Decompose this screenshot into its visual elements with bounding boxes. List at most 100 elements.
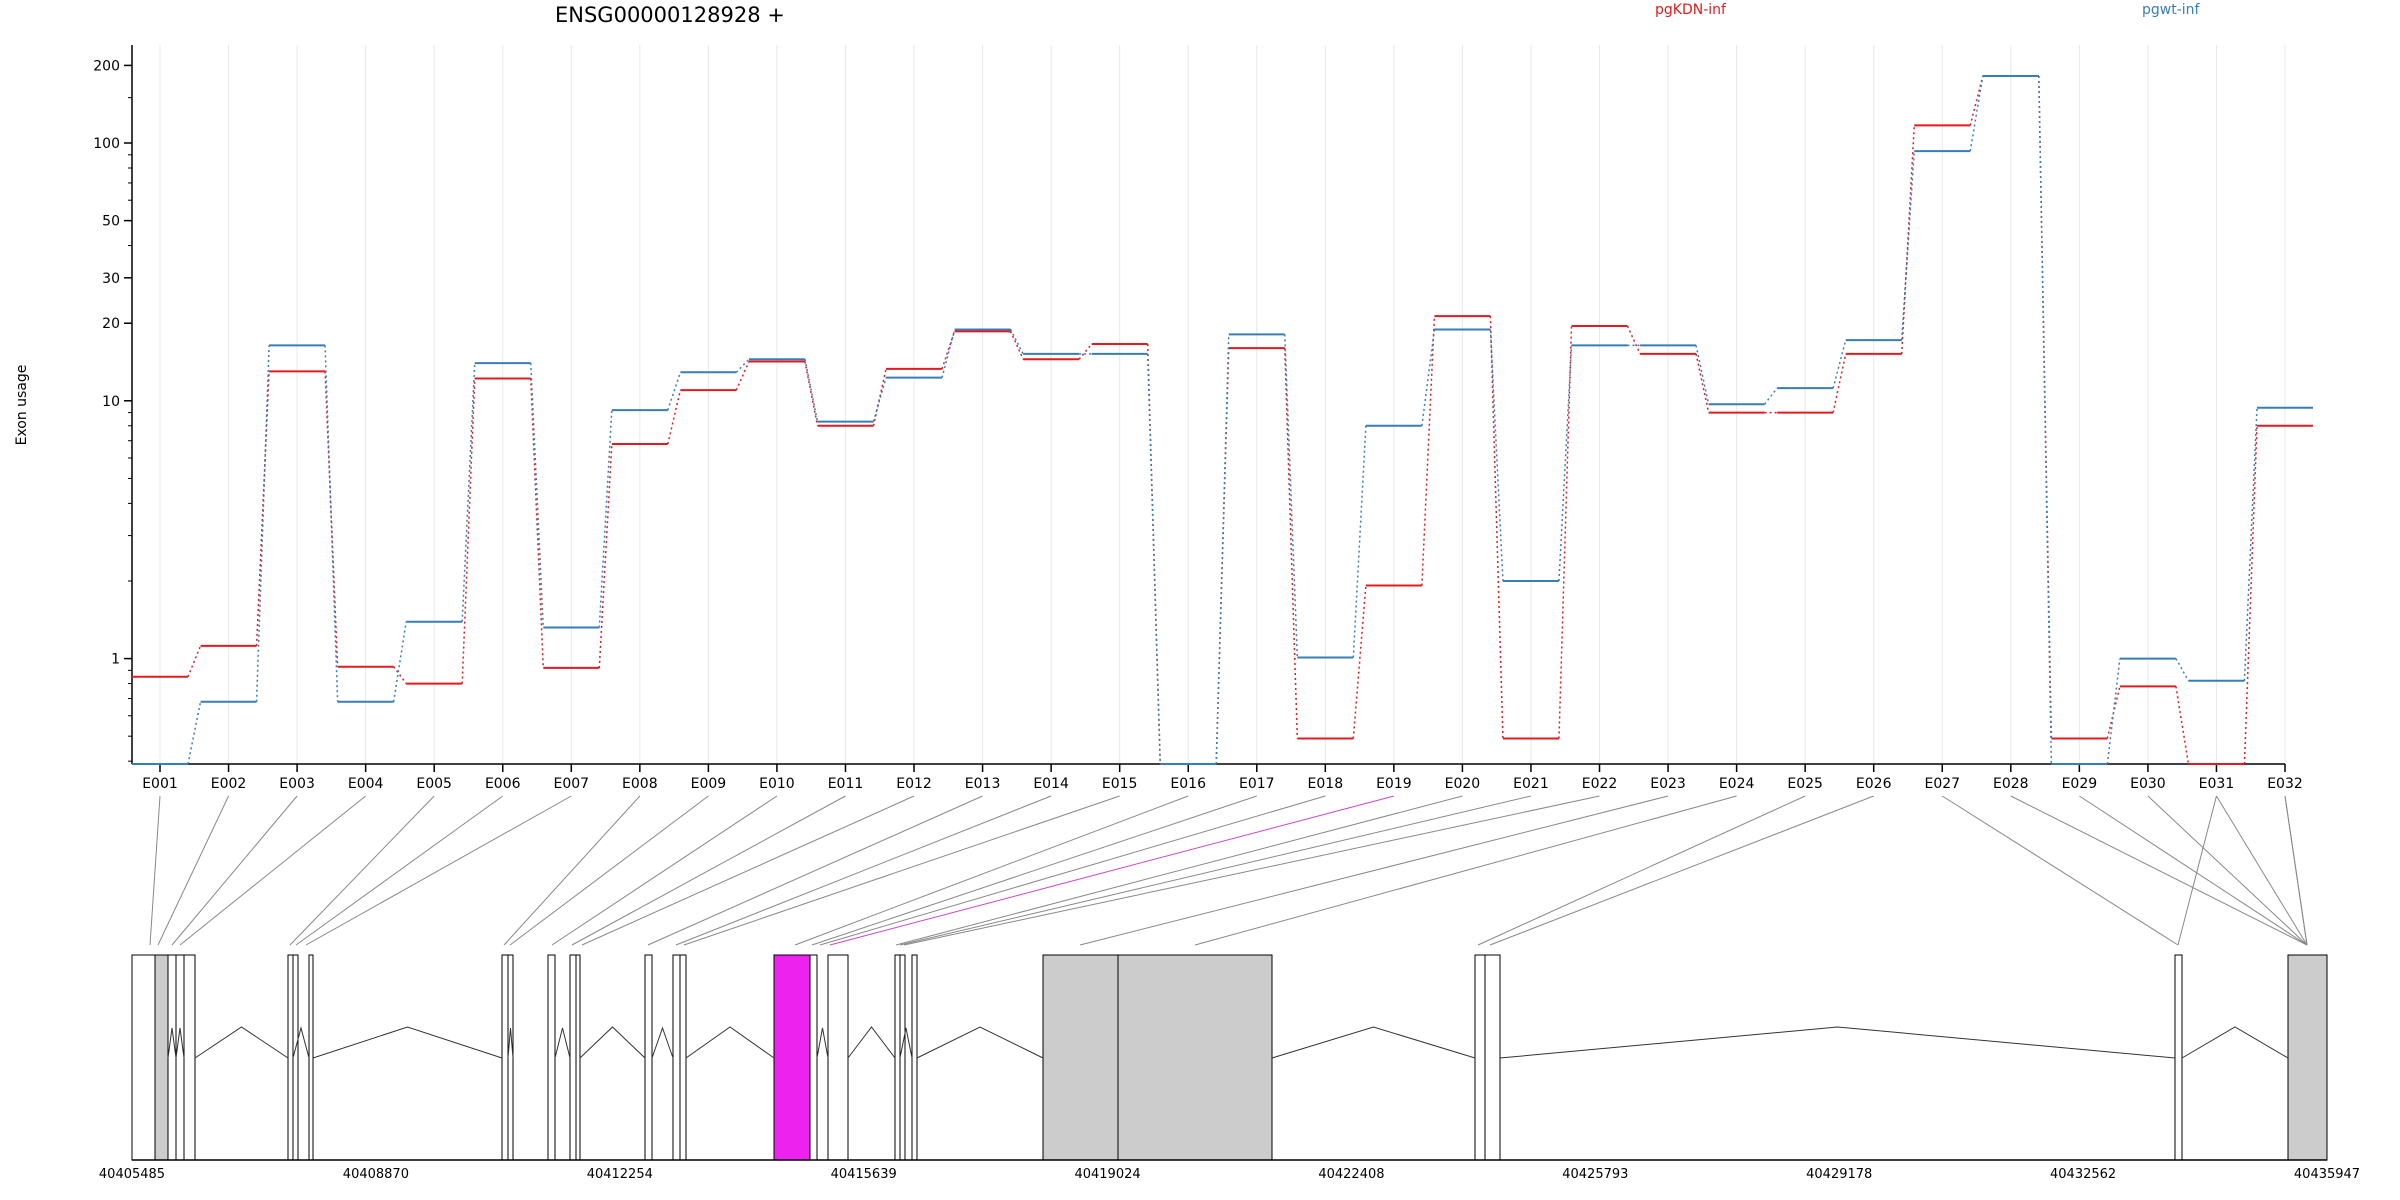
connector-e019 [829,795,1394,946]
x-axis: E001 E002 E003 E004 E005 E006 E007 E008 E009 E010… [132,763,2303,792]
intron-line [899,1027,913,1059]
connector-e025 [1477,795,1806,946]
intron-line [651,1026,674,1059]
legend-label-pgwt-inf: pgwt-inf [2142,2,2201,18]
legend-label-pgkdn-inf: pgKDN-inf [1655,2,1727,18]
connector-e028 [2010,795,2308,946]
x-tick-label-e007: E007 [554,776,590,792]
x-tick-label-e020: E020 [1445,776,1481,792]
x-tick-label-e001: E001 [142,776,178,792]
x-tick-label-e017: E017 [1239,776,1275,792]
series-transition [804,359,819,422]
x-tick-label-e026: E026 [1856,776,1892,792]
connector-e016 [794,795,1189,946]
connector-e014 [675,795,1052,946]
series-transition [1215,334,1230,765]
x-tick-label-e002: E002 [211,776,247,792]
connector-e001 [149,795,161,946]
x-tick-label-e010: E010 [759,776,795,792]
exon-box [547,954,556,1161]
connector-e024 [1194,795,1737,946]
series-transition [1009,329,1024,355]
exon-connector-lines [149,795,2308,946]
exon-box-highlighted [773,954,811,1161]
series-transition [255,371,270,646]
series-transition [1764,387,1778,405]
exon-box [507,954,514,1161]
coord-tick-label: 40415639 [831,1167,897,1182]
exon-box [287,954,294,1161]
series-transition [392,621,407,702]
x-tick-label-e029: E029 [2062,776,2098,792]
y-tick-label: 30 [102,271,120,287]
exon-box [1042,954,1119,1161]
y-axis-label: Exon usage [14,365,30,446]
x-tick-label-e025: E025 [1787,776,1823,792]
connector-e027 [1941,795,2179,946]
exon-box [501,954,509,1161]
exon-box [899,954,906,1161]
series-transition [1558,326,1573,739]
series-transition [1078,343,1093,360]
series-pgKDN-inf [132,74,2313,765]
series-transition [2106,658,2121,765]
x-tick-label-e019: E019 [1376,776,1412,792]
series-transition [1969,75,1984,126]
series-transition [2175,658,2190,682]
connector-e007 [305,795,572,946]
series-transition [324,371,339,667]
exon-box [1474,954,1486,1161]
connector-e032 [2284,795,2308,946]
intron-line [579,1026,646,1059]
series-transition [255,345,270,702]
x-tick-label-e030: E030 [2130,776,2166,792]
exon-box [672,954,681,1161]
coord-tick-label: 40408870 [343,1167,409,1182]
x-tick-label-e005: E005 [416,776,452,792]
series-transition [735,358,750,373]
genomic-coordinate-axis: 40405485 40408870 40412254 40415639 40419024… [99,1159,2360,1182]
series-transition [393,666,407,685]
x-tick-label-e023: E023 [1650,776,1686,792]
exon-box [911,954,918,1161]
series-transition [2243,425,2258,765]
x-tick-label-e004: E004 [348,776,384,792]
series-transition [1900,125,1916,354]
x-tick-label-e015: E015 [1102,776,1138,792]
connector-e011 [571,795,846,946]
series-transition [667,372,682,411]
series-transition [667,389,682,445]
coord-tick-label: 40422408 [1318,1167,1384,1182]
series-transition [598,410,613,628]
connector-e003 [171,795,298,946]
series-transition [1215,348,1230,765]
x-tick-label-e018: E018 [1308,776,1344,792]
series-transition [804,361,819,426]
exon-box [809,954,818,1161]
series-transition [941,329,956,378]
x-tick-label-e009: E009 [691,776,727,792]
exon-box [894,954,901,1161]
series-transition [1969,75,1984,152]
connector-e017 [811,795,1257,946]
intron-line [554,1027,571,1059]
x-tick-label-e014: E014 [1033,776,1069,792]
x-tick-label-e028: E028 [1993,776,2029,792]
connector-e021 [899,795,1532,946]
exon-box [575,954,581,1161]
x-tick-label-e011: E011 [828,776,864,792]
vertical-gridlines [159,45,2286,764]
series-transition [735,361,750,391]
connector-e030 [2147,795,2308,946]
series-transition [461,378,476,684]
x-tick-label-e021: E021 [1513,776,1549,792]
connector-e015 [683,795,1120,946]
coord-tick-label: 40429178 [1806,1167,1872,1182]
intron-line [2181,1026,2289,1059]
y-tick-label: 10 [102,394,120,410]
coord-tick-label: 40425793 [1562,1167,1628,1182]
series-transition [529,378,545,668]
intron-line [167,1027,177,1059]
gene-model-track [131,954,2328,1161]
exon-box [644,954,653,1161]
